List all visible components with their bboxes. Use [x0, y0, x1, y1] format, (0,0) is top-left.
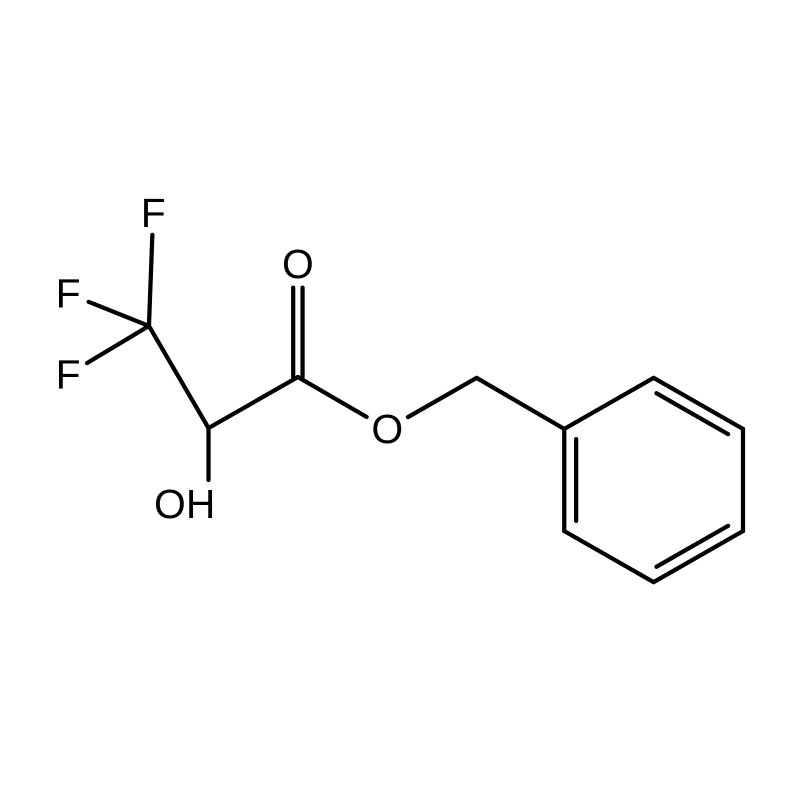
- atom-label: O: [371, 406, 403, 452]
- atom-label: OH: [154, 481, 215, 527]
- atom-label: O: [282, 241, 314, 287]
- atom-label: F: [56, 271, 81, 317]
- atom-label: F: [141, 190, 166, 236]
- molecule-diagram: FFFOHOO: [0, 0, 800, 800]
- atom-label: F: [56, 351, 81, 397]
